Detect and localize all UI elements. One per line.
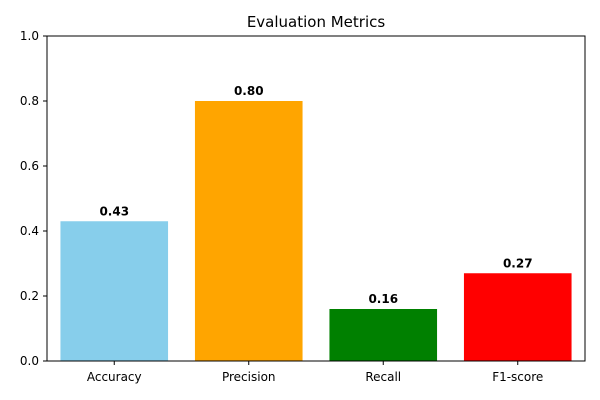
y-axis: 0.0 0.2 0.4 0.6 0.8 1.0 xyxy=(20,29,47,368)
data-label: 0.80 xyxy=(234,84,264,98)
y-tick-label: 0.4 xyxy=(20,224,39,238)
chart-title: Evaluation Metrics xyxy=(247,13,386,31)
x-tick-label: Precision xyxy=(222,370,276,384)
data-label: 0.27 xyxy=(503,256,533,270)
bars-layer xyxy=(60,101,572,361)
y-tick-label: 0.6 xyxy=(20,159,39,173)
y-tick-label: 0.8 xyxy=(20,94,39,108)
bar-recall xyxy=(329,309,438,361)
data-label: 0.16 xyxy=(368,292,398,306)
plot-frame xyxy=(46,35,586,362)
y-tick-label: 0.2 xyxy=(20,289,39,303)
y-tick-label: 1.0 xyxy=(20,29,39,43)
x-tick-label: F1-score xyxy=(492,370,543,384)
bar-f1-score xyxy=(463,273,572,361)
bar-precision xyxy=(194,101,303,361)
bar-accuracy xyxy=(60,221,169,361)
x-tick-label: Recall xyxy=(365,370,401,384)
y-tick-label: 0.0 xyxy=(20,354,39,368)
x-axis: Accuracy Precision Recall F1-score xyxy=(87,361,543,384)
x-tick-label: Accuracy xyxy=(87,370,142,384)
data-labels-layer: 0.43 0.80 0.16 0.27 xyxy=(99,84,532,306)
data-label: 0.43 xyxy=(99,204,129,218)
